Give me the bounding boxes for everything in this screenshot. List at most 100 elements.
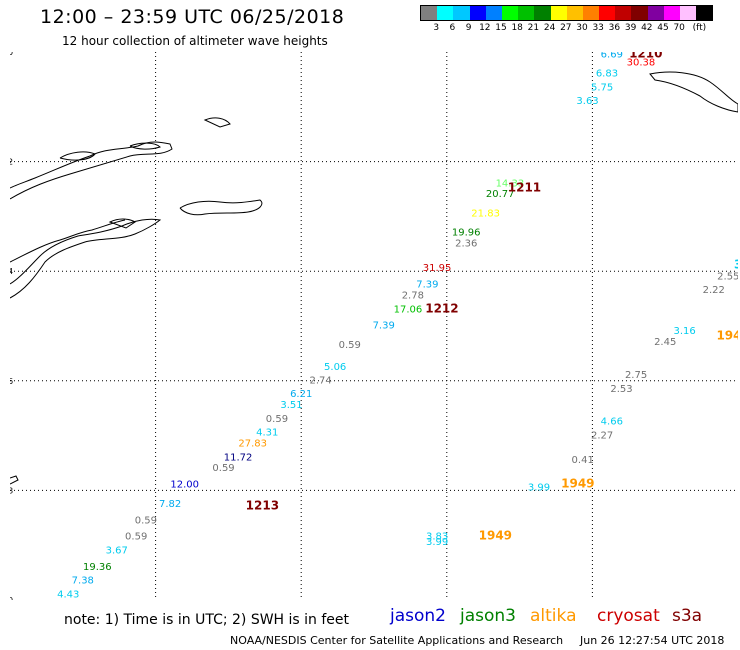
timestamp-text: Jun 26 12:27:54 UTC 2018 [580, 634, 725, 647]
track-label: 1949 [479, 529, 512, 543]
wave-height-point: 0.59 [339, 340, 361, 351]
color-scale-label: 70 [673, 23, 685, 33]
wave-height-point: 2.53 [610, 384, 632, 395]
color-scale-swatch [631, 6, 648, 20]
legend-jason2: jason2 [390, 606, 446, 626]
credit-text: NOAA/NESDIS Center for Satellite Applica… [230, 634, 564, 647]
track-label: 1210 [629, 52, 662, 60]
chart-title: 12:00 – 23:59 UTC 06/25/2018 [40, 6, 345, 28]
color-scale-swatch [647, 6, 664, 20]
color-scale-swatch [453, 6, 470, 20]
color-scale-swatch [437, 6, 454, 20]
wave-height-point: 2.78 [402, 291, 424, 302]
color-scale-swatch [566, 6, 583, 20]
coastline-path [108, 218, 136, 229]
coastline-path [10, 218, 162, 299]
wave-height-point: 0.59 [212, 463, 234, 474]
coastline-path [10, 475, 19, 485]
wave-height-map: -57-54-51-48-45-60-62-64-66-68-70 6.6930… [10, 52, 738, 600]
coastline-path [10, 141, 173, 200]
track-label: 3. [734, 257, 738, 271]
wave-height-point: 7.39 [373, 321, 395, 332]
wave-height-point: 2.55 [717, 271, 738, 282]
wave-height-point: 31.95 [423, 263, 452, 274]
chart-subtitle: 12 hour collection of altimeter wave hei… [62, 34, 328, 48]
color-scale-label: 18 [511, 23, 523, 33]
lat-tick-label: -70 [10, 596, 13, 600]
color-scale-label: 9 [465, 23, 472, 33]
wave-height-point: 14.33 [496, 178, 525, 189]
color-scale-swatch [696, 6, 713, 20]
color-scale-bar: 3 6 9 12 15 18 21 24 27 30 33 36 39 42 45 70 (ft) [420, 5, 714, 33]
coastline-path [179, 199, 263, 216]
wave-height-point: 11.72 [224, 452, 253, 463]
wave-height-point: 7.82 [159, 499, 181, 510]
color-scale-label: 15 [495, 23, 507, 33]
graticule: -57-54-51-48-45-60-62-64-66-68-70 [10, 52, 738, 600]
wave-height-point: 4.43 [57, 589, 79, 600]
track-labels: 1210 1211 1212 1213 1948 1949 1949 3. [246, 52, 738, 543]
track-label: 1948 [716, 329, 738, 343]
coastline [10, 71, 738, 485]
color-scale-swatch [534, 6, 551, 20]
track-label: 1213 [246, 499, 279, 513]
color-scale-swatch [663, 6, 680, 20]
color-scale-labels: 3 6 9 12 15 18 21 24 27 30 33 36 39 42 45 70 (ft) [420, 21, 713, 33]
color-scale-swatch [550, 6, 567, 20]
color-scale-label: (ft) [692, 23, 707, 33]
color-scale-label: 24 [543, 23, 556, 33]
coastline-path [59, 151, 96, 161]
color-scale-swatches [420, 5, 714, 21]
coastline-path [10, 219, 126, 263]
color-scale-label: 12 [479, 23, 491, 33]
legend-altika: altika [530, 606, 577, 626]
legend-cryosat: cryosat [597, 606, 660, 626]
wave-height-point: 21.83 [471, 208, 500, 219]
color-scale-swatch [582, 6, 600, 20]
lat-tick-label: -66 [10, 377, 13, 386]
color-scale-label: 39 [624, 23, 637, 33]
wave-height-point: 17.06 [394, 304, 423, 315]
lat-tick-label: -60 [10, 52, 13, 57]
wave-height-point: 12.00 [170, 480, 199, 491]
wave-height-point: 0.59 [266, 414, 288, 425]
wave-height-point: 7.39 [416, 280, 438, 291]
wave-height-point: 19.36 [83, 562, 112, 573]
color-scale-swatch [599, 6, 616, 20]
wave-height-point: 5.06 [324, 362, 346, 373]
color-scale-label: 42 [641, 23, 653, 33]
wave-height-point: 2.45 [654, 337, 676, 348]
units-note: note: 1) Time is in UTC; 2) SWH is in fe… [64, 612, 350, 628]
legend-s3a: s3a [672, 606, 703, 626]
coastline-path [649, 71, 738, 113]
wave-height-point: 3.51 [280, 400, 302, 411]
track-label: 1211 [508, 181, 541, 195]
color-scale-label: 6 [449, 23, 456, 33]
color-scale-label: 3 [433, 23, 440, 33]
wave-height-point: 5.75 [591, 82, 613, 93]
color-scale-label: 21 [527, 23, 540, 33]
wave-height-point: 2.27 [591, 430, 613, 441]
color-scale-swatch [680, 6, 697, 20]
color-scale-swatch [485, 6, 502, 20]
coastline-path [129, 142, 161, 150]
wave-height-point: 2.74 [309, 376, 331, 387]
wave-height-point: 30.38 [627, 58, 656, 69]
color-scale-label: 36 [608, 23, 621, 33]
wave-height-point: 0.59 [135, 515, 157, 526]
wave-height-point: 6.69 [601, 52, 623, 60]
wave-height-point: 6.21 [290, 389, 312, 400]
wave-height-point: 2.36 [455, 239, 477, 250]
lat-tick-label: -62 [10, 158, 13, 167]
wave-height-point: 19.96 [452, 228, 481, 239]
wave-height-point: 3.99 [528, 482, 550, 493]
lat-tick-label: -68 [10, 486, 13, 495]
wave-height-point: 2.75 [625, 370, 647, 381]
color-scale-swatch [518, 6, 535, 20]
wave-height-point: 3.16 [673, 326, 695, 337]
color-scale-swatch [469, 6, 486, 20]
color-scale-label: 33 [592, 23, 604, 33]
color-scale-label: 45 [657, 23, 669, 33]
wave-height-point: 4.66 [601, 417, 623, 428]
